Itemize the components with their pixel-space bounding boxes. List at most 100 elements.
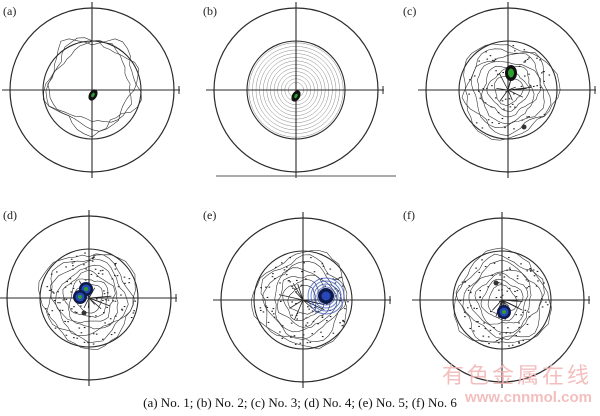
- texture-speck: [103, 290, 105, 292]
- texture-speck: [266, 296, 269, 298]
- texture-speck: [96, 298, 98, 300]
- texture-speck: [266, 306, 269, 308]
- texture-speck: [335, 278, 338, 280]
- texture-speck: [124, 282, 126, 284]
- texture-streak: [501, 299, 523, 311]
- texture-speck: [498, 342, 500, 344]
- texture-speck: [536, 57, 538, 59]
- texture-streak: [88, 287, 96, 299]
- texture-speck: [259, 307, 262, 309]
- texture-speck: [267, 321, 270, 323]
- texture-speck: [54, 327, 57, 329]
- texture-speck: [73, 261, 76, 263]
- texture-speck: [95, 333, 98, 335]
- texture-speck: [312, 321, 315, 323]
- texture-speck: [539, 87, 542, 89]
- texture-speck: [65, 266, 67, 268]
- texture-speck: [305, 317, 308, 319]
- texture-speck: [101, 269, 104, 271]
- texture-speck: [265, 286, 267, 288]
- texture-speck: [281, 337, 284, 339]
- texture-speck: [274, 278, 276, 280]
- pole-center: [508, 68, 514, 78]
- texture-streak: [297, 283, 304, 301]
- texture-speck: [482, 335, 485, 337]
- texture-speck: [489, 329, 492, 331]
- texture-speck: [520, 314, 522, 316]
- texture-streak: [278, 294, 304, 301]
- texture-speck: [329, 268, 332, 270]
- texture-speck: [123, 276, 126, 278]
- texture-speck: [477, 321, 479, 323]
- texture-speck: [292, 287, 294, 289]
- texture-speck: [337, 290, 340, 292]
- texture-speck: [342, 320, 344, 322]
- texture-speck: [487, 336, 490, 338]
- pole-halo: [316, 286, 336, 306]
- texture-speck: [293, 335, 296, 337]
- texture-speck: [504, 127, 506, 129]
- texture-speck: [306, 322, 309, 324]
- texture-speck: [285, 274, 288, 276]
- texture-speck: [76, 337, 78, 339]
- texture-speck: [467, 307, 469, 309]
- texture-speck: [114, 275, 116, 277]
- texture-speck: [341, 325, 344, 327]
- pole-figure-b: (b): [200, 0, 400, 190]
- texture-speck: [509, 269, 511, 271]
- texture-speck: [287, 280, 290, 282]
- texture-speck: [57, 291, 59, 293]
- texture-speck: [501, 294, 504, 296]
- pole-figure-a: (a): [0, 0, 200, 190]
- texture-speck: [485, 51, 487, 53]
- texture-streak: [292, 283, 304, 301]
- texture-speck: [491, 274, 494, 276]
- texture-speck: [469, 79, 471, 81]
- texture-speck: [265, 305, 267, 307]
- texture-speck: [260, 309, 262, 311]
- texture-speck: [528, 73, 530, 75]
- texture-speck: [295, 303, 297, 305]
- pole-figure-plot: [213, 212, 391, 388]
- texture-speck: [67, 321, 69, 323]
- texture-speck: [468, 93, 470, 95]
- texture-speck: [488, 343, 490, 345]
- texture-speck: [509, 332, 512, 334]
- texture-speck: [271, 310, 273, 312]
- texture-speck: [528, 57, 530, 59]
- texture-streak: [294, 299, 304, 320]
- texture-speck: [91, 260, 94, 262]
- texture-speck: [515, 314, 517, 316]
- texture-speck: [281, 262, 283, 264]
- texture-speck: [496, 340, 498, 342]
- texture-speck: [306, 342, 309, 344]
- texture-speck: [523, 49, 526, 51]
- texture-speck: [539, 116, 541, 118]
- texture-speck: [134, 300, 136, 302]
- pole-center: [294, 93, 298, 99]
- texture-speck: [499, 300, 501, 302]
- texture-speck: [48, 314, 50, 316]
- texture-speck: [303, 262, 305, 264]
- panel-label: (a): [3, 4, 17, 18]
- texture-speck: [114, 268, 117, 270]
- texture-speck: [121, 308, 123, 310]
- texture-speck: [501, 100, 504, 102]
- texture-speck: [311, 310, 314, 312]
- minor-spot: [493, 280, 499, 286]
- texture-speck: [498, 289, 500, 291]
- panel-label: (c): [403, 4, 417, 18]
- texture-speck: [494, 97, 497, 99]
- texture-speck: [528, 316, 531, 318]
- texture-speck: [548, 74, 551, 76]
- panel-label: (f): [403, 208, 415, 222]
- texture-speck: [490, 106, 493, 108]
- texture-speck: [262, 311, 265, 313]
- texture-speck: [491, 122, 494, 124]
- texture-speck: [69, 278, 72, 280]
- texture-speck: [50, 273, 53, 275]
- texture-speck: [339, 322, 341, 324]
- texture-speck: [486, 58, 489, 60]
- texture-speck: [511, 103, 514, 105]
- texture-speck: [468, 285, 470, 287]
